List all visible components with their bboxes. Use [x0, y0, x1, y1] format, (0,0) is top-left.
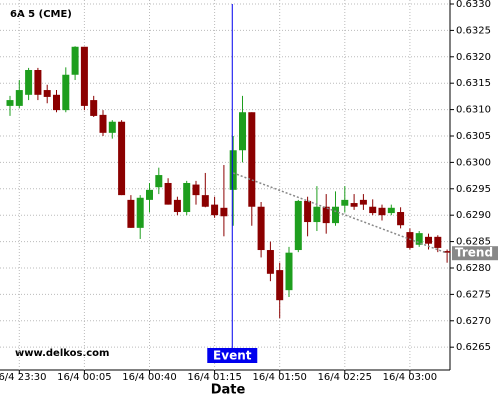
- candle-body: [239, 112, 246, 151]
- candle-body: [294, 200, 302, 251]
- x-tick-label: 16/4 02:25: [318, 372, 372, 383]
- y-tick-label: 0.6280: [456, 263, 491, 274]
- x-tick-label: 16/4 00:40: [122, 372, 176, 383]
- candle-body: [229, 150, 237, 190]
- candle-body: [341, 199, 349, 206]
- candle-body: [201, 195, 209, 207]
- candle-body: [257, 206, 265, 251]
- candle-body: [62, 74, 70, 111]
- candle-body: [443, 251, 451, 253]
- chart-title: 6A 5 (CME): [10, 9, 72, 20]
- candle-body: [285, 252, 293, 291]
- candle-body: [387, 207, 395, 214]
- candle-body: [211, 204, 219, 216]
- x-axis-label: Date: [211, 383, 246, 398]
- candle-body: [146, 189, 153, 200]
- candle-body: [99, 114, 107, 133]
- candle-body: [80, 46, 88, 106]
- candle-body: [136, 197, 144, 228]
- x-tick-label: 16/4 01:50: [252, 372, 306, 383]
- candle-body: [415, 233, 423, 245]
- x-tick-label: 16/4 01:15: [187, 372, 241, 383]
- x-tick-label: 16/4 00:05: [57, 372, 111, 383]
- candle-body: [369, 206, 377, 214]
- candle-body: [43, 90, 51, 97]
- y-tick-label: 0.6325: [456, 25, 491, 36]
- candle-body: [192, 184, 200, 196]
- event-label: Event: [213, 349, 252, 363]
- x-tick-label: 16/4 03:00: [383, 372, 437, 383]
- y-tick-label: 0.6285: [456, 237, 491, 248]
- candle-body: [6, 100, 14, 106]
- candle-body: [397, 212, 405, 226]
- candle-body: [332, 206, 339, 224]
- candle-body: [220, 207, 228, 217]
- candle-body: [173, 199, 181, 213]
- candle-body: [155, 175, 163, 188]
- candle-body: [71, 46, 79, 75]
- candle-body: [322, 206, 330, 224]
- x-tick-label: 16/4 23:30: [0, 372, 47, 383]
- y-tick-label: 0.6320: [456, 52, 491, 63]
- candle-body: [90, 100, 98, 116]
- candle-body: [434, 236, 442, 248]
- y-tick-label: 0.6310: [456, 105, 491, 116]
- y-tick-label: 0.6305: [456, 131, 491, 142]
- trend-label-box: [452, 246, 498, 261]
- candle-body: [378, 207, 386, 216]
- candle-body: [350, 203, 358, 207]
- watermark: www.delkos.com: [15, 348, 109, 359]
- candle-body: [183, 182, 191, 213]
- y-tick-label: 0.6290: [456, 210, 491, 221]
- y-tick-label: 0.6315: [456, 78, 491, 89]
- y-tick-label: 0.6330: [456, 0, 491, 10]
- candle-body: [127, 199, 135, 228]
- candle-body: [118, 121, 126, 196]
- candle-body: [313, 206, 321, 223]
- candle-body: [276, 270, 284, 301]
- trend-label: Trend: [455, 246, 493, 260]
- candle-body: [108, 121, 116, 133]
- candle-body: [15, 90, 23, 106]
- y-tick-label: 0.6295: [456, 184, 491, 195]
- y-tick-label: 0.6300: [456, 157, 491, 168]
- candle-body: [248, 112, 256, 207]
- candle-body: [425, 236, 432, 244]
- candle-body: [25, 69, 33, 95]
- candle-body: [53, 94, 60, 111]
- y-tick-label: 0.6265: [456, 342, 491, 353]
- candle-body: [34, 69, 42, 95]
- y-tick-label: 0.6270: [456, 316, 491, 327]
- candle-body: [164, 182, 172, 205]
- event-label-box: [207, 348, 258, 363]
- y-tick-label: 0.6275: [456, 289, 491, 300]
- candle-body: [304, 200, 312, 223]
- candle-body: [266, 250, 274, 274]
- candle-body: [359, 199, 367, 205]
